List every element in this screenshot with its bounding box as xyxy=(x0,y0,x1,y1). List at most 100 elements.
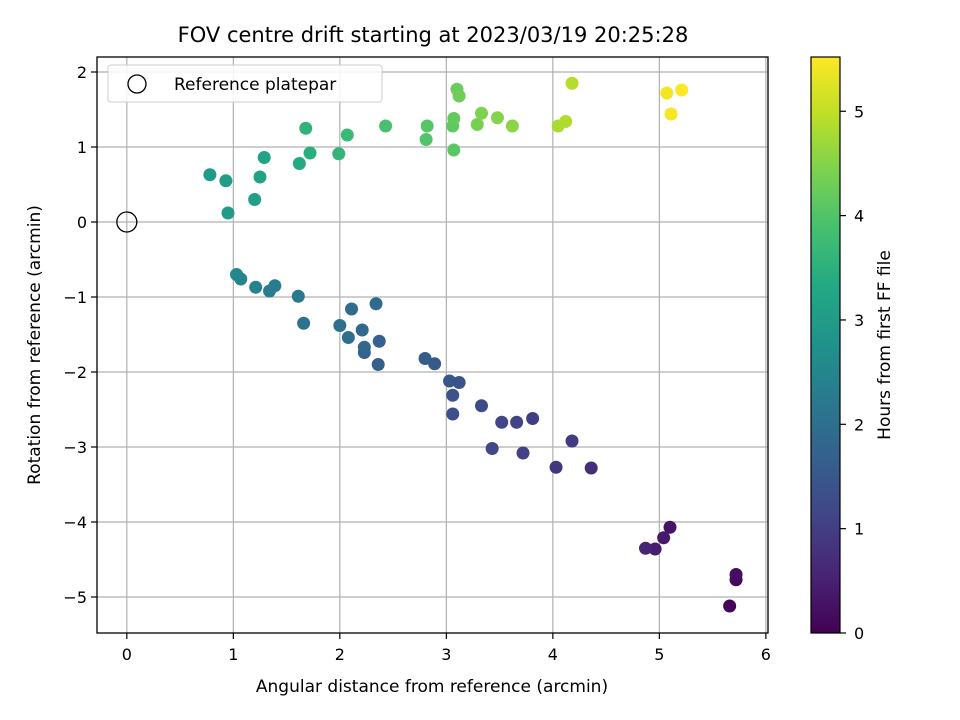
legend-label: Reference platepar xyxy=(174,75,336,95)
colorbar-tick-label: 5 xyxy=(854,102,864,121)
data-point xyxy=(505,119,519,133)
data-point xyxy=(428,357,442,371)
x-tick-label: 2 xyxy=(335,645,345,664)
data-point xyxy=(257,151,271,164)
data-point xyxy=(660,86,674,100)
x-tick-label: 1 xyxy=(228,645,238,664)
legend-box xyxy=(107,64,383,103)
data-point xyxy=(299,121,313,135)
y-tick-label: −2 xyxy=(63,363,87,382)
data-point xyxy=(372,334,386,348)
data-point xyxy=(452,89,466,103)
colorbar-ticks: 0 1 2 3 4 5 xyxy=(840,102,864,643)
data-point xyxy=(447,112,461,125)
y-tick-label: 2 xyxy=(77,63,87,82)
data-point xyxy=(584,461,598,475)
scatter-points xyxy=(203,76,743,613)
data-point xyxy=(729,568,743,581)
x-tick-label: 0 xyxy=(122,645,132,664)
data-point xyxy=(559,115,573,128)
data-point xyxy=(221,206,235,220)
data-point xyxy=(419,133,433,146)
data-point xyxy=(263,284,277,298)
data-point xyxy=(443,374,457,388)
data-point xyxy=(474,399,488,413)
data-point xyxy=(333,319,347,332)
data-point xyxy=(230,268,244,281)
x-tick-label: 6 xyxy=(761,645,771,664)
data-point xyxy=(663,520,677,534)
chart-title: FOV centre drift starting at 2023/03/19 … xyxy=(178,23,689,47)
colorbar-frame xyxy=(810,56,841,634)
data-point xyxy=(203,168,217,182)
data-point xyxy=(526,412,540,425)
data-point xyxy=(485,442,499,455)
legend: Reference platepar xyxy=(107,64,383,103)
y-tick-label: 0 xyxy=(77,213,87,232)
data-point xyxy=(303,146,317,160)
x-axis: 0 1 2 3 4 5 6 xyxy=(122,633,771,664)
data-point xyxy=(341,331,355,344)
data-point xyxy=(657,531,671,545)
data-point xyxy=(452,376,466,389)
data-point xyxy=(723,599,737,613)
data-point xyxy=(549,460,563,474)
x-tick-label: 3 xyxy=(441,645,451,664)
colorbar-gradient xyxy=(811,57,840,633)
data-point xyxy=(664,107,678,121)
data-point xyxy=(369,297,383,311)
colorbar-tick-label: 1 xyxy=(854,520,864,539)
x-tick-label: 4 xyxy=(548,645,558,664)
data-point xyxy=(418,352,432,365)
data-point xyxy=(249,280,263,294)
colorbar-tick-label: 2 xyxy=(854,415,864,434)
data-point xyxy=(639,541,653,555)
data-point xyxy=(446,407,460,421)
data-point xyxy=(490,111,504,125)
data-point xyxy=(219,174,233,188)
colorbar-tick-label: 3 xyxy=(854,311,864,330)
data-point xyxy=(446,388,460,402)
y-tick-label: −1 xyxy=(63,288,87,307)
data-point xyxy=(291,289,305,303)
data-point xyxy=(474,106,488,120)
colorbar-tick-label: 0 xyxy=(854,624,864,643)
colorbar-tick-label: 4 xyxy=(854,207,864,226)
colorbar: 0 1 2 3 4 5 Hours from first FF file xyxy=(810,56,895,643)
data-point xyxy=(340,128,354,142)
grid xyxy=(97,57,768,633)
data-point xyxy=(447,143,461,157)
data-point xyxy=(379,119,393,133)
x-tick-label: 5 xyxy=(654,645,664,664)
y-tick-label: 1 xyxy=(77,138,87,157)
x-axis-label: Angular distance from reference (arcmin) xyxy=(256,677,608,697)
data-point xyxy=(253,170,267,184)
data-point xyxy=(248,193,262,206)
y-tick-label: −4 xyxy=(63,513,87,532)
y-tick-label: −3 xyxy=(63,438,87,457)
data-point xyxy=(345,302,359,316)
data-point xyxy=(516,446,530,460)
y-axis: 2 1 0 −1 −2 −3 −4 −5 xyxy=(63,63,97,607)
y-axis-label: Rotation from reference (arcmin) xyxy=(25,205,45,485)
data-point xyxy=(648,542,662,556)
data-point xyxy=(332,147,346,161)
data-point xyxy=(357,340,371,354)
plot-frame xyxy=(96,56,769,634)
data-point xyxy=(675,83,689,97)
data-point xyxy=(292,157,306,170)
data-point xyxy=(565,76,579,90)
y-tick-label: −5 xyxy=(63,588,87,607)
data-point xyxy=(565,434,579,448)
data-point xyxy=(510,415,524,429)
data-point xyxy=(371,358,385,371)
reference-point xyxy=(116,211,138,233)
data-point xyxy=(470,118,484,131)
data-point xyxy=(297,316,311,330)
data-point xyxy=(355,323,369,337)
data-point xyxy=(420,119,434,133)
colorbar-label: Hours from first FF file xyxy=(875,250,895,440)
legend-marker-icon xyxy=(127,74,147,94)
reference-marker-layer xyxy=(116,211,138,233)
